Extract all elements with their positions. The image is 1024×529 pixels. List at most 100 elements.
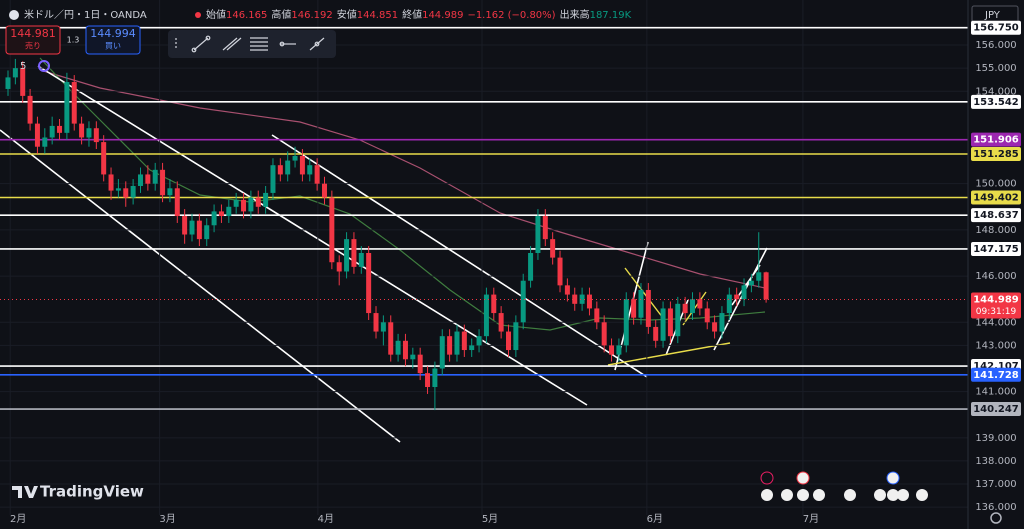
candle-body (5, 77, 11, 89)
candle-body (395, 340, 401, 355)
candle-body (145, 174, 151, 184)
x-tick-label: 6月 (647, 513, 663, 525)
candle-body (432, 368, 438, 388)
candle-body (42, 137, 48, 147)
candle-body (609, 345, 615, 355)
candle-body (285, 160, 291, 175)
x-tick-label: 7月 (803, 513, 819, 525)
level-box (971, 132, 1021, 147)
y-tick-label: 136.000 (975, 502, 1016, 513)
candle-body (189, 220, 195, 235)
candle-body (233, 199, 239, 207)
candle-body (594, 308, 600, 323)
spread: 1.3 (67, 36, 80, 45)
level-box (971, 146, 1021, 161)
candle-body (572, 294, 578, 304)
drawing-toolbar[interactable] (168, 30, 336, 58)
status-dot (195, 12, 201, 18)
candle-body (719, 313, 725, 332)
candle-body (638, 289, 644, 318)
ohlc-value: 146.165 (226, 10, 267, 21)
buy-price[interactable]: 144.994 (90, 27, 136, 40)
candle-body (373, 313, 379, 332)
candle-body (79, 123, 85, 138)
candle-body (498, 313, 504, 332)
candle-body (255, 197, 261, 207)
sell-price[interactable]: 144.981 (10, 27, 56, 40)
candle-body (505, 331, 511, 351)
candle-body (196, 220, 202, 240)
ohlc-label: 高値 (271, 8, 291, 21)
event-icons[interactable] (760, 471, 928, 501)
ma-fast (39, 57, 766, 331)
candle-body (564, 285, 570, 295)
level-label: 156.750 (973, 23, 1019, 34)
candle-body (93, 128, 99, 143)
candle-body (366, 252, 372, 314)
ohlc-value: 144.851 (357, 10, 398, 21)
y-tick-label: 150.000 (975, 179, 1016, 190)
ohlc-label: 安値 (337, 8, 357, 21)
y-tick-label: 155.000 (975, 63, 1016, 74)
candle-body (248, 197, 254, 212)
last-price-label: 144.989 (973, 294, 1019, 305)
currency[interactable]: JPY (984, 10, 1001, 21)
sell-label[interactable]: 売り (25, 41, 41, 51)
level-label: 147.175 (973, 244, 1019, 255)
ohlc-label: 終値 (402, 8, 422, 21)
candle-body (402, 340, 408, 360)
candle-body (586, 294, 592, 309)
candle-body (270, 165, 276, 193)
candle-body (167, 188, 173, 196)
level-box (971, 241, 1021, 256)
candle-body (211, 211, 217, 226)
y-tick-label: 146.000 (975, 271, 1016, 282)
settings-icon[interactable] (990, 512, 1002, 524)
candle-body (461, 331, 467, 351)
level-label: 142.107 (973, 361, 1019, 372)
x-tick-label: 2月 (10, 513, 26, 525)
candle-body (645, 289, 651, 327)
candle-body (307, 165, 313, 175)
level-label: 151.906 (973, 135, 1019, 146)
indicator-count[interactable]: 5 (20, 61, 26, 72)
candle-body (218, 211, 224, 217)
candle-body (726, 294, 732, 314)
y-tick-label: 139.000 (975, 433, 1016, 444)
candle-body (675, 303, 681, 337)
y-tick-label: 141.000 (975, 387, 1016, 398)
brand-logo (12, 486, 38, 498)
candle-body (712, 322, 718, 332)
y-tick-label: 148.000 (975, 225, 1016, 236)
candle-body (12, 68, 18, 78)
candle-body (204, 225, 210, 240)
candle-body (748, 280, 754, 286)
buy-label[interactable]: 買い (105, 42, 121, 51)
candle-body (314, 165, 320, 184)
candle-body (344, 239, 350, 272)
candle-body (631, 299, 637, 318)
indicator-icon[interactable] (38, 60, 50, 72)
countdown: 09:31:19 (976, 307, 1017, 317)
candle-body (550, 239, 556, 258)
candle-body (682, 303, 688, 314)
candle-body (263, 192, 269, 207)
buy-button[interactable] (85, 25, 141, 55)
candle-body (476, 336, 482, 346)
sell-button[interactable] (5, 25, 61, 55)
y-tick-label: 137.000 (975, 479, 1016, 490)
candle-body (101, 142, 107, 175)
candle-body (690, 299, 696, 314)
level-label: 141.728 (973, 370, 1019, 381)
symbol: 米ドル／円・1日・OANDA (24, 8, 147, 21)
y-tick-label: 156.000 (975, 40, 1016, 51)
candle-body (108, 174, 114, 191)
level-label: 148.637 (973, 210, 1019, 221)
y-tick-label: 138.000 (975, 456, 1016, 467)
volume: 187.19K (590, 10, 632, 21)
candle-body (299, 155, 305, 175)
candle-body (388, 322, 394, 355)
candle-body (542, 216, 548, 240)
candle-body (182, 216, 188, 235)
